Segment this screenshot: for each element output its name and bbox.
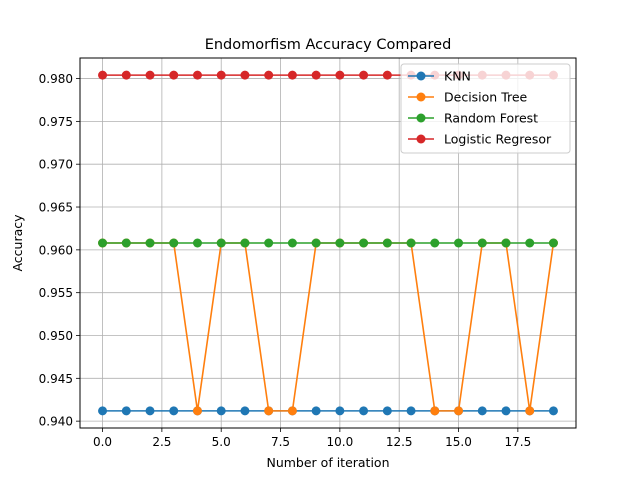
x-tick-label: 7.5: [271, 435, 290, 449]
data-point-logistic-regresor: [264, 70, 274, 80]
data-point-knn: [145, 406, 155, 416]
legend-label-decision-tree: Decision Tree: [444, 90, 528, 105]
data-point-knn: [406, 406, 416, 416]
plot-frame: [79, 57, 577, 429]
data-point-random-forest: [359, 238, 369, 248]
data-point-logistic-regresor: [287, 70, 297, 80]
data-point-knn: [501, 406, 511, 416]
x-tick-label: 15.0: [445, 435, 472, 449]
y-tick-label: 0.960: [39, 243, 73, 257]
data-point-random-forest: [406, 238, 416, 248]
data-point-random-forest: [287, 238, 297, 248]
y-tick-label: 0.950: [39, 329, 73, 343]
data-point-knn: [477, 406, 487, 416]
legend-marker: [416, 113, 426, 123]
y-tick-label: 0.970: [39, 158, 73, 172]
x-axis-label: Number of iteration: [266, 455, 389, 470]
y-tick-label: 0.945: [39, 372, 73, 386]
data-point-knn: [121, 406, 131, 416]
data-point-knn: [382, 406, 392, 416]
data-point-random-forest: [382, 238, 392, 248]
data-point-logistic-regresor: [335, 70, 345, 80]
data-point-random-forest: [548, 238, 558, 248]
data-point-random-forest: [335, 238, 345, 248]
data-point-random-forest: [216, 238, 226, 248]
x-tick-label: 2.5: [152, 435, 171, 449]
data-point-random-forest: [477, 238, 487, 248]
data-point-logistic-regresor: [240, 70, 250, 80]
data-point-random-forest: [121, 238, 131, 248]
legend: KNN Decision Tree Random Forest Logistic Re…: [400, 63, 571, 154]
data-point-knn: [335, 406, 345, 416]
chart-title: Endomorfism Accuracy Compared: [205, 37, 452, 53]
y-tick-label: 0.940: [39, 415, 73, 429]
data-point-knn: [240, 406, 250, 416]
legend-label-random-forest: Random Forest: [444, 111, 538, 126]
data-point-knn: [169, 406, 179, 416]
data-point-random-forest: [525, 238, 535, 248]
y-tick-label: 0.965: [39, 201, 73, 215]
data-point-decision-tree: [264, 406, 274, 416]
y-tick-label: 0.975: [39, 115, 73, 129]
legend-marker: [416, 92, 426, 102]
data-point-random-forest: [311, 238, 321, 248]
x-axis: 0.0 2.5 5.0 7.5 10.0 12.5 15.0 17.5: [93, 428, 531, 449]
legend-marker: [416, 71, 426, 81]
data-point-random-forest: [169, 238, 179, 248]
data-point-logistic-regresor: [216, 70, 226, 80]
data-point-logistic-regresor: [145, 70, 155, 80]
x-tick-label: 17.5: [504, 435, 531, 449]
legend-marker: [416, 134, 426, 144]
data-point-logistic-regresor: [192, 70, 202, 80]
data-point-random-forest: [264, 238, 274, 248]
data-point-decision-tree: [430, 406, 440, 416]
data-point-knn: [216, 406, 226, 416]
data-point-random-forest: [454, 238, 464, 248]
data-point-logistic-regresor: [311, 70, 321, 80]
data-point-decision-tree: [287, 406, 297, 416]
y-axis-label: Accuracy: [10, 214, 25, 272]
data-point-logistic-regresor: [359, 70, 369, 80]
data-point-knn: [311, 406, 321, 416]
y-tick-label: 0.955: [39, 286, 73, 300]
legend-label-knn: KNN: [444, 69, 471, 84]
data-point-random-forest: [98, 238, 108, 248]
data-point-logistic-regresor: [98, 70, 108, 80]
data-point-decision-tree: [525, 406, 535, 416]
data-point-random-forest: [192, 238, 202, 248]
data-point-logistic-regresor: [382, 70, 392, 80]
x-tick-label: 12.5: [386, 435, 413, 449]
data-point-random-forest: [501, 238, 511, 248]
data-point-knn: [548, 406, 558, 416]
x-tick-label: 10.0: [327, 435, 354, 449]
data-point-random-forest: [430, 238, 440, 248]
legend-label-logistic-regresor: Logistic Regresor: [444, 132, 552, 147]
y-axis: 0.940 0.945 0.950 0.955 0.960 0.965 0.970 0.975…: [39, 72, 80, 429]
series-random-forest: [98, 238, 558, 248]
data-point-knn: [359, 406, 369, 416]
data-point-logistic-regresor: [121, 70, 131, 80]
data-point-logistic-regresor: [169, 70, 179, 80]
data-point-decision-tree: [454, 406, 464, 416]
data-point-decision-tree: [192, 406, 202, 416]
data-point-random-forest: [145, 238, 155, 248]
data-point-random-forest: [240, 238, 250, 248]
x-tick-label: 0.0: [93, 435, 112, 449]
data-point-knn: [98, 406, 108, 416]
y-tick-label: 0.980: [39, 72, 73, 86]
legend-box: [400, 63, 571, 154]
x-tick-label: 5.0: [212, 435, 231, 449]
